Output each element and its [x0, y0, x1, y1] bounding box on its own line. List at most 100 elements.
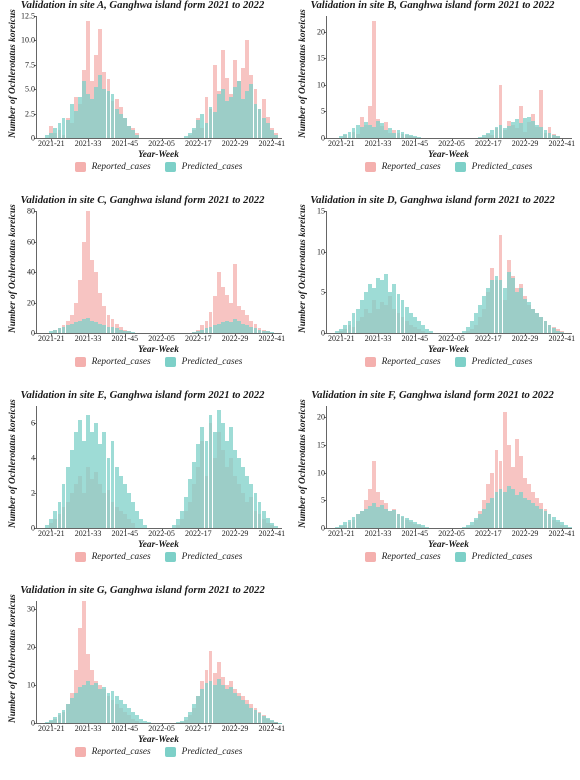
- panel-d: Validation in site D, Ganghwa island for…: [290, 195, 575, 375]
- ytick-label: 10.0: [21, 36, 37, 45]
- ytick-label: 20: [27, 298, 37, 307]
- xtick-label: 2022-29: [222, 138, 249, 148]
- panel-g: Validation in site G, Ganghwa island for…: [0, 585, 285, 765]
- ytick-label: 15: [317, 54, 327, 63]
- bar-predicted: [429, 331, 433, 333]
- plot-area: 0510152021-212021-332021-452022-052022-1…: [326, 211, 572, 334]
- ytick-label: 15: [317, 207, 327, 216]
- ytick-label: 0: [321, 524, 327, 533]
- legend-label-predicted: Predicted_cases: [182, 162, 243, 172]
- legend-label-predicted: Predicted_cases: [472, 552, 533, 562]
- xtick-label: 2022-05: [438, 138, 465, 148]
- legend-swatch-reported: [75, 162, 86, 172]
- plot-area: 02.55.07.510.012.52021-212021-332021-452…: [36, 16, 282, 139]
- panel-e: Validation in site E, Ganghwa island for…: [0, 390, 285, 570]
- xtick-label: 2021-21: [38, 138, 65, 148]
- xtick-label: 2021-33: [75, 333, 102, 343]
- chart-title: Validation in site E, Ganghwa island for…: [0, 390, 285, 401]
- ytick-label: 0: [31, 719, 37, 728]
- xtick-label: 2022-17: [185, 138, 212, 148]
- xtick-label: 2021-21: [328, 333, 355, 343]
- legend-swatch-reported: [365, 162, 376, 172]
- panel-c: Validation in site C, Ganghwa island for…: [0, 195, 285, 375]
- plot-area: 051015202021-212021-332021-452022-052022…: [326, 406, 572, 529]
- xtick-label: 2022-17: [475, 333, 502, 343]
- xtick-label: 2022-29: [222, 528, 249, 538]
- xtick-label: 2022-41: [548, 333, 575, 343]
- plot-area: 02462021-212021-332021-452022-052022-172…: [36, 406, 282, 529]
- xtick-label: 2022-41: [258, 528, 285, 538]
- xtick-label: 2021-45: [111, 528, 138, 538]
- legend: Reported_casesPredicted_cases: [36, 162, 281, 172]
- xaxis-label: Year-Week: [326, 345, 571, 355]
- xaxis-label: Year-Week: [36, 540, 281, 550]
- xtick-label: 2022-05: [438, 528, 465, 538]
- xtick-label: 2022-05: [148, 333, 175, 343]
- legend-label-predicted: Predicted_cases: [182, 747, 243, 757]
- plot-area: 0204060802021-212021-332021-452022-05202…: [36, 211, 282, 334]
- xtick-label: 2022-05: [148, 723, 175, 733]
- xaxis-label: Year-Week: [36, 735, 281, 745]
- legend-label-reported: Reported_cases: [382, 162, 441, 172]
- ytick-label: 2.5: [25, 109, 37, 118]
- legend-label-predicted: Predicted_cases: [182, 552, 243, 562]
- xtick-label: 2021-21: [38, 528, 65, 538]
- legend-swatch-predicted: [455, 162, 466, 172]
- ytick-label: 60: [27, 237, 37, 246]
- xtick-label: 2022-17: [475, 528, 502, 538]
- xtick-label: 2021-21: [38, 333, 65, 343]
- ytick-label: 30: [27, 604, 37, 613]
- ytick-label: 40: [27, 268, 37, 277]
- legend-swatch-predicted: [455, 357, 466, 367]
- legend-swatch-reported: [365, 552, 376, 562]
- ytick-label: 0: [31, 524, 37, 533]
- panel-b: Validation in site B, Ganghwa island for…: [290, 0, 575, 180]
- chart-title: Validation in site A, Ganghwa island for…: [0, 0, 285, 11]
- xtick-label: 2022-17: [185, 333, 212, 343]
- xtick-label: 2021-45: [401, 138, 428, 148]
- xtick-label: 2021-21: [38, 723, 65, 733]
- ytick-label: 15: [317, 440, 327, 449]
- xtick-label: 2021-45: [111, 723, 138, 733]
- ytick-label: 0: [31, 329, 37, 338]
- xtick-label: 2022-41: [258, 333, 285, 343]
- xtick-label: 2021-45: [401, 333, 428, 343]
- legend-swatch-predicted: [165, 357, 176, 367]
- yaxis-label: Number of Ochlerotatus koreicus: [8, 9, 18, 138]
- xtick-label: 2021-45: [111, 138, 138, 148]
- ytick-label: 10: [317, 80, 327, 89]
- xtick-label: 2022-41: [548, 528, 575, 538]
- ytick-label: 20: [317, 27, 327, 36]
- xtick-label: 2022-17: [185, 723, 212, 733]
- legend: Reported_cases Predicted_cases: [36, 747, 281, 757]
- xtick-label: 2022-05: [148, 138, 175, 148]
- yaxis-label: Number of Ochlerotatus koreicus: [8, 399, 18, 528]
- chart-title: Validation in site D, Ganghwa island for…: [290, 195, 575, 206]
- xaxis-label: Year-Week: [36, 150, 281, 160]
- xaxis-label: Year-Week: [326, 150, 571, 160]
- legend: Reported_casesPredicted_cases: [36, 552, 281, 562]
- xtick-label: 2022-05: [438, 333, 465, 343]
- yaxis-label: Number of Ochlerotatus koreicus: [298, 9, 308, 138]
- ytick-label: 5: [321, 107, 327, 116]
- legend-label-reported: Reported_cases: [382, 357, 441, 367]
- ytick-label: 10: [317, 468, 327, 477]
- xtick-label: 2022-05: [148, 528, 175, 538]
- ytick-label: 5: [321, 288, 327, 297]
- chart-title: Validation in site G, Ganghwa island for…: [0, 585, 285, 596]
- xtick-label: 2021-21: [328, 138, 355, 148]
- legend-swatch-predicted: [165, 747, 176, 757]
- ytick-label: 4: [31, 454, 37, 463]
- ytick-label: 12.5: [21, 12, 37, 21]
- xtick-label: 2021-33: [75, 138, 102, 148]
- legend-label-reported: Reported_cases: [382, 552, 441, 562]
- xtick-label: 2022-29: [512, 138, 539, 148]
- ytick-label: 10: [317, 247, 327, 256]
- xtick-label: 2022-17: [475, 138, 502, 148]
- xtick-label: 2022-41: [258, 138, 285, 148]
- xtick-label: 2021-33: [75, 723, 102, 733]
- panel-f: Validation in site F, Ganghwa island for…: [290, 390, 575, 570]
- legend-label-reported: Reported_cases: [92, 747, 151, 757]
- chart-title: Validation in site B, Ganghwa island for…: [290, 0, 575, 11]
- ytick-label: 10: [27, 680, 37, 689]
